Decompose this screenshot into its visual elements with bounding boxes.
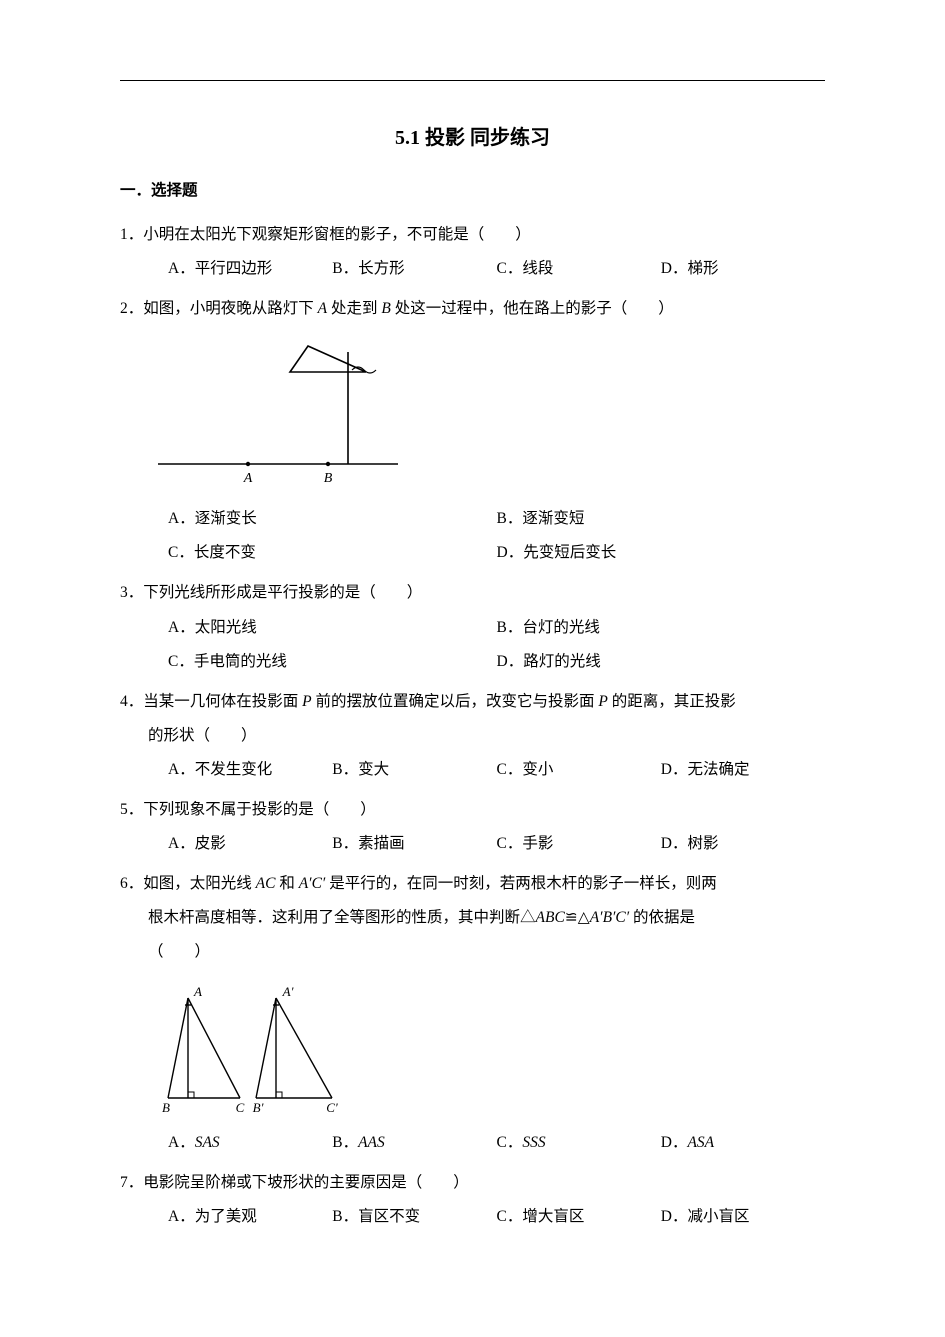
q6-opt-a: A．SAS: [168, 1126, 332, 1160]
q7-options: A．为了美观 B．盲区不变 C．增大盲区 D．减小盲区: [168, 1200, 825, 1234]
svg-text:A': A': [282, 984, 294, 999]
q7-opt-b: B．盲区不变: [332, 1200, 496, 1234]
q7-opt-d: D．减小盲区: [661, 1200, 825, 1234]
q2-opt-c: C．长度不变: [168, 536, 497, 570]
svg-text:C': C': [326, 1100, 338, 1115]
q1-opt-c: C．线段: [497, 252, 661, 286]
q4-opt-d: D．无法确定: [661, 753, 825, 787]
svg-text:B: B: [162, 1100, 170, 1115]
q6-stem-line3: （ ）: [148, 935, 825, 969]
q6-d-val: ASA: [687, 1134, 714, 1151]
q6-c-val: SSS: [522, 1134, 545, 1151]
svg-text:A: A: [193, 984, 202, 999]
q6-AC: AC: [256, 875, 276, 892]
congruent-triangles-diagram-icon: A B C A' B' C': [148, 978, 378, 1118]
svg-text:A: A: [243, 471, 253, 486]
q4-stem-line1: 4．当某一几何体在投影面 P 前的摆放位置确定以后，改变它与投影面 P 的距离，…: [120, 685, 825, 719]
q6-ApBpCp: A′B′C′: [590, 909, 629, 926]
q5-opt-c: C．手影: [497, 827, 661, 861]
q5-stem: 5．下列现象不属于投影的是（ ）: [120, 793, 825, 827]
q4-opt-a: A．不发生变化: [168, 753, 332, 787]
q5-opt-b: B．素描画: [332, 827, 496, 861]
q2-options: A．逐渐变长 B．逐渐变短 C．长度不变 D．先变短后变长: [168, 502, 825, 570]
q1-opt-d: D．梯形: [661, 252, 825, 286]
q5-options: A．皮影 B．素描画 C．手影 D．树影: [168, 827, 825, 861]
q4-stem-line2: 的形状（ ）: [148, 719, 825, 753]
page-title: 5.1 投影 同步练习: [120, 121, 825, 150]
q4-pre: 4．当某一几何体在投影面: [120, 693, 302, 710]
question-1: 1．小明在太阳光下观察矩形窗框的影子，不可能是（ ） A．平行四边形 B．长方形…: [120, 218, 825, 286]
q6-stem-line2: 根木杆高度相等．这利用了全等图形的性质，其中判断△ABC≌△A′B′C′ 的依据…: [148, 901, 825, 935]
q3-opt-b: B．台灯的光线: [497, 611, 826, 645]
q2-stem-mid1: 处走到: [327, 300, 381, 317]
q4-opt-b: B．变大: [332, 753, 496, 787]
q6-d-label: D．: [661, 1134, 688, 1151]
question-3: 3．下列光线所形成是平行投影的是（ ） A．太阳光线 B．台灯的光线 C．手电筒…: [120, 576, 825, 678]
q4-mid2: 的距离，其正投影: [608, 693, 736, 710]
question-4: 4．当某一几何体在投影面 P 前的摆放位置确定以后，改变它与投影面 P 的距离，…: [120, 685, 825, 787]
q6-a-label: A．: [168, 1134, 195, 1151]
q3-stem: 3．下列光线所形成是平行投影的是（ ）: [120, 576, 825, 610]
q6-options: A．SAS B．AAS C．SSS D．ASA: [168, 1126, 825, 1160]
q6-stem-line1: 6．如图，太阳光线 AC 和 A′C′ 是平行的，在同一时刻，若两根木杆的影子一…: [120, 867, 825, 901]
q6-l2-pre: 根木杆高度相等．这利用了全等图形的性质，其中判断△: [148, 909, 536, 926]
q6-b-label: B．: [332, 1134, 358, 1151]
q2-opt-d: D．先变短后变长: [497, 536, 826, 570]
q3-opt-a: A．太阳光线: [168, 611, 497, 645]
q4-mid1: 前的摆放位置确定以后，改变它与投影面: [312, 693, 599, 710]
svg-text:C: C: [236, 1100, 245, 1115]
q6-opt-b: B．AAS: [332, 1126, 496, 1160]
q1-opt-b: B．长方形: [332, 252, 496, 286]
q2-opt-a: A．逐渐变长: [168, 502, 497, 536]
q6-mid1: 和: [275, 875, 298, 892]
q1-stem: 1．小明在太阳光下观察矩形窗框的影子，不可能是（ ）: [120, 218, 825, 252]
question-2: 2．如图，小明夜晚从路灯下 A 处走到 B 处这一过程中，他在路上的影子（ ） …: [120, 292, 825, 570]
q6-c-label: C．: [497, 1134, 523, 1151]
question-7: 7．电影院呈阶梯或下坡形状的主要原因是（ ） A．为了美观 B．盲区不变 C．增…: [120, 1166, 825, 1234]
q1-options: A．平行四边形 B．长方形 C．线段 D．梯形: [168, 252, 825, 286]
q3-opt-c: C．手电筒的光线: [168, 645, 497, 679]
q6-cong: ≌: [565, 909, 578, 926]
svg-text:B: B: [324, 471, 333, 486]
q4-options: A．不发生变化 B．变大 C．变小 D．无法确定: [168, 753, 825, 787]
q3-options: A．太阳光线 B．台灯的光线 C．手电筒的光线 D．路灯的光线: [168, 611, 825, 679]
q5-opt-a: A．皮影: [168, 827, 332, 861]
q6-l2-post: 的依据是: [629, 909, 695, 926]
question-5: 5．下列现象不属于投影的是（ ） A．皮影 B．素描画 C．手影 D．树影: [120, 793, 825, 861]
question-6: 6．如图，太阳光线 AC 和 A′C′ 是平行的，在同一时刻，若两根木杆的影子一…: [120, 867, 825, 1159]
q6-figure: A B C A' B' C': [148, 978, 825, 1118]
q6-ApCp: A′C′: [299, 875, 326, 892]
q6-ABC: ABC: [536, 909, 565, 926]
q2-stem-mid2: 处这一过程中，他在路上的影子（ ）: [391, 300, 674, 317]
q4-P1: P: [302, 693, 311, 710]
q7-opt-c: C．增大盲区: [497, 1200, 661, 1234]
q2-label-A: A: [318, 300, 327, 317]
q6-a-val: SAS: [195, 1134, 220, 1151]
q6-opt-c: C．SSS: [497, 1126, 661, 1160]
q7-opt-a: A．为了美观: [168, 1200, 332, 1234]
q6-pre: 6．如图，太阳光线: [120, 875, 256, 892]
q5-opt-d: D．树影: [661, 827, 825, 861]
q2-stem-pre: 2．如图，小明夜晚从路灯下: [120, 300, 318, 317]
q4-P2: P: [598, 693, 607, 710]
q2-label-B: B: [381, 300, 390, 317]
q3-opt-d: D．路灯的光线: [497, 645, 826, 679]
q6-b-val: AAS: [358, 1134, 385, 1151]
q1-opt-a: A．平行四边形: [168, 252, 332, 286]
q2-opt-b: B．逐渐变短: [497, 502, 826, 536]
q6-tri2: △: [578, 909, 590, 926]
top-horizontal-rule: [120, 80, 825, 81]
q7-stem: 7．电影院呈阶梯或下坡形状的主要原因是（ ）: [120, 1166, 825, 1200]
q6-mid2: 是平行的，在同一时刻，若两根木杆的影子一样长，则两: [325, 875, 716, 892]
streetlamp-diagram-icon: AB: [148, 334, 408, 494]
section-1-heading: 一．选择题: [120, 178, 825, 200]
svg-text:B': B': [253, 1100, 264, 1115]
q6-opt-d: D．ASA: [661, 1126, 825, 1160]
q2-stem: 2．如图，小明夜晚从路灯下 A 处走到 B 处这一过程中，他在路上的影子（ ）: [120, 292, 825, 326]
q4-opt-c: C．变小: [497, 753, 661, 787]
q2-figure: AB: [148, 334, 825, 494]
